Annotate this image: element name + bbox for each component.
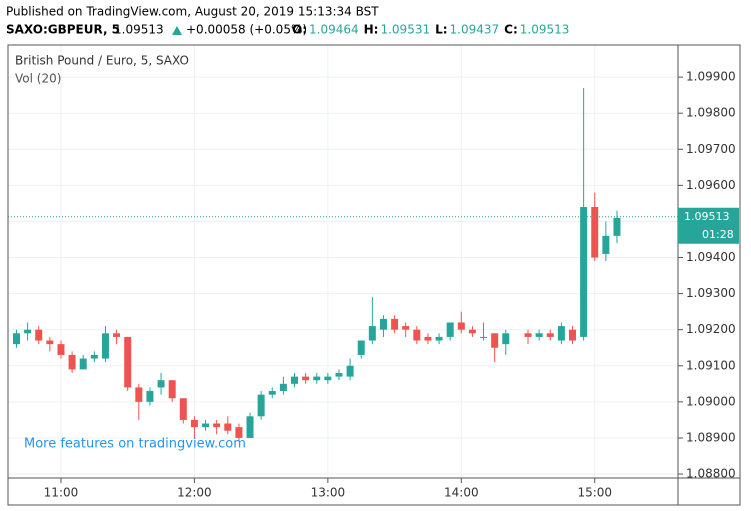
- y-tick-label: 1.09000: [686, 394, 736, 408]
- candle-body: [368, 326, 376, 341]
- candle-body: [524, 333, 532, 337]
- symbol: SAXO:GBPEUR, 5: [6, 23, 120, 37]
- candle-body: [546, 333, 554, 337]
- candle-body: [168, 380, 176, 399]
- y-tick-label: 1.09400: [686, 250, 736, 264]
- candle-body: [379, 318, 387, 330]
- candle-body: [213, 423, 221, 428]
- candle-body: [246, 416, 254, 438]
- up-arrow: [172, 26, 182, 35]
- candle-body: [90, 354, 98, 359]
- candle-body: [569, 329, 576, 341]
- candle-body: [580, 207, 588, 337]
- y-tick-label: 1.08800: [686, 467, 736, 481]
- watermark: More features on tradingview.com: [24, 437, 246, 452]
- candle-body: [313, 376, 321, 381]
- ohlc-label: L:: [435, 23, 447, 37]
- ohlc-label: O:: [292, 23, 307, 37]
- candle-body: [279, 383, 287, 392]
- candle-body: [457, 322, 465, 330]
- candle-body: [535, 333, 543, 337]
- y-tick-label: 1.09100: [686, 358, 736, 372]
- candle-body: [13, 333, 20, 345]
- ohlc-value: 1.09513: [520, 23, 570, 37]
- candle-body: [424, 336, 432, 341]
- candle-body: [101, 333, 109, 359]
- candle-body: [224, 423, 232, 431]
- ohlc-label: C:: [504, 23, 518, 37]
- candle-body: [202, 423, 210, 428]
- frame: [7, 44, 741, 506]
- y-tick-label: 1.09600: [686, 178, 736, 192]
- candle-body: [135, 387, 143, 402]
- candle-body: [157, 380, 165, 388]
- countdown: 01:28: [702, 228, 734, 241]
- y-tick-label: 1.09300: [686, 286, 736, 300]
- plot-area: [8, 45, 678, 478]
- ohlc-value: 1.09437: [450, 23, 500, 37]
- candle-body: [402, 326, 410, 330]
- candle-body: [79, 358, 87, 370]
- candle-body: [235, 427, 243, 438]
- candle-body: [591, 207, 599, 258]
- candle-body: [46, 340, 54, 345]
- chart-title: British Pound / Euro, 5, SAXO: [15, 54, 189, 68]
- change: +0.00058 (+0.05%): [186, 23, 307, 37]
- x-tick-label: 14:00: [444, 486, 479, 500]
- candle-body: [57, 344, 65, 355]
- candle-body: [68, 354, 76, 370]
- candle-body: [557, 326, 565, 341]
- candle-body: [324, 376, 332, 381]
- candle-body: [468, 329, 476, 334]
- candle-body: [480, 336, 488, 338]
- candle-body: [24, 329, 32, 334]
- candle-body: [435, 336, 443, 341]
- candle-body: [257, 394, 265, 417]
- symbol-header: SAXO:GBPEUR, 5 1.09513 +0.00058 (+0.05%): [6, 23, 307, 37]
- ohlc-value: 1.09531: [380, 23, 430, 37]
- candle-body: [613, 217, 621, 236]
- ohlc-value: 1.09464: [309, 23, 359, 37]
- last-value: 1.09513: [114, 23, 164, 37]
- candle-body: [302, 376, 310, 381]
- candle-body: [335, 372, 343, 377]
- candle-body: [602, 235, 610, 254]
- last-price-badge: [678, 207, 739, 244]
- x-tick-label: 15:00: [577, 486, 612, 500]
- published-note: Published on TradingView.com, August 20,…: [6, 5, 379, 19]
- candle-body: [291, 376, 298, 384]
- x-tick-label: 11:00: [44, 486, 79, 500]
- y-tick-label: 1.09800: [686, 106, 736, 120]
- candle-body: [502, 333, 510, 345]
- candle-body: [413, 329, 421, 341]
- candle-body: [35, 329, 43, 341]
- y-tick-label: 1.09900: [686, 70, 736, 84]
- y-tick-label: 1.09700: [686, 142, 736, 156]
- candle-body: [346, 365, 354, 377]
- candle-body: [391, 318, 399, 330]
- x-tick-label: 12:00: [177, 486, 212, 500]
- candle-body: [268, 391, 276, 395]
- candle-body: [124, 336, 132, 388]
- candle-body: [357, 340, 365, 355]
- indicator-label: Vol (20): [15, 72, 61, 86]
- candle-body: [113, 333, 121, 337]
- last-price-label: 1.09513: [684, 210, 730, 223]
- candle-body: [491, 333, 499, 348]
- candle-body: [446, 322, 454, 337]
- y-tick-label: 1.09200: [686, 322, 736, 336]
- y-tick-label: 1.08900: [686, 430, 736, 444]
- candle-body: [179, 398, 187, 420]
- candle-body: [190, 419, 198, 428]
- ohlc-label: H:: [364, 23, 379, 37]
- x-tick-label: 13:00: [311, 486, 346, 500]
- candle-body: [146, 391, 154, 402]
